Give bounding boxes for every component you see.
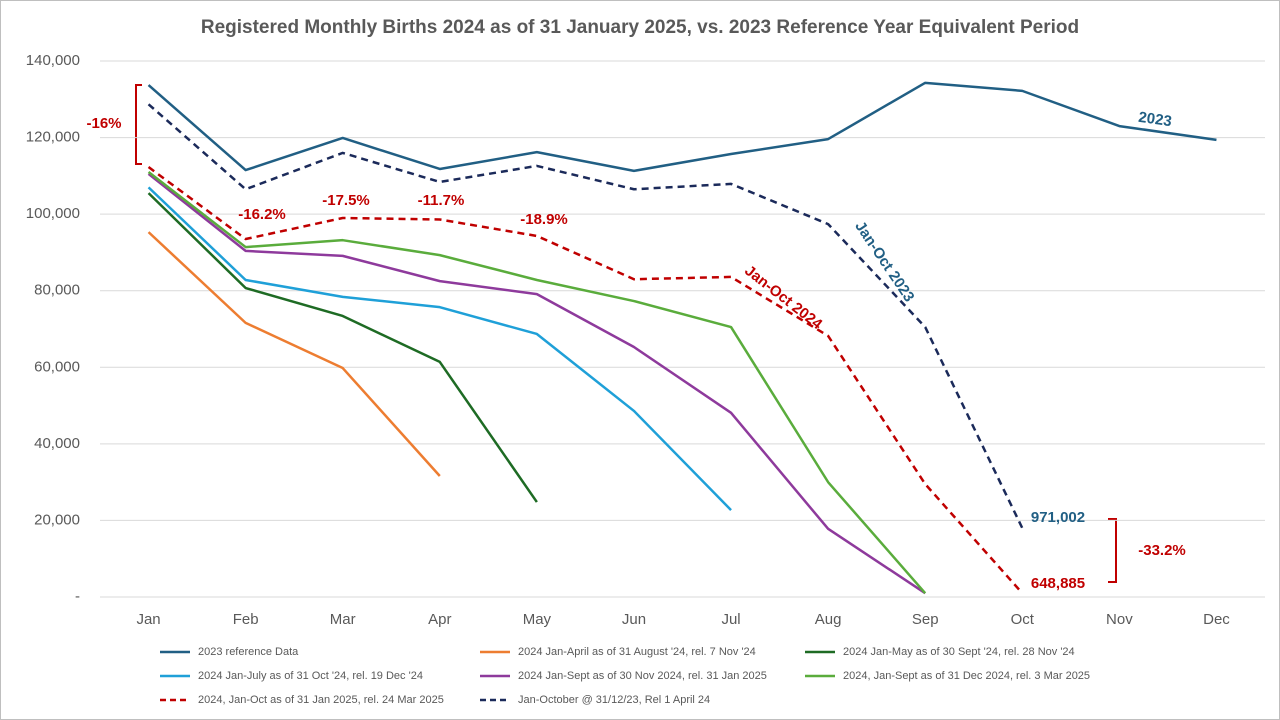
annotation: -17.5% bbox=[322, 192, 370, 209]
x-tick-label: Oct bbox=[1011, 611, 1035, 628]
legend-label: 2023 reference Data bbox=[198, 646, 299, 658]
y-tick-label: 80,000 bbox=[34, 282, 80, 299]
annotation: -11.7% bbox=[418, 192, 465, 209]
y-tick-label: 20,000 bbox=[34, 511, 80, 528]
y-tick-label: 100,000 bbox=[26, 205, 80, 222]
legend-label: 2024, Jan-Oct as of 31 Jan 2025, rel. 24… bbox=[198, 694, 444, 706]
x-tick-label: May bbox=[523, 611, 552, 628]
x-tick-label: Jan bbox=[136, 611, 160, 628]
x-tick-label: Apr bbox=[428, 611, 451, 628]
legend-label: Jan-October @ 31/12/23, Rel 1 April 24 bbox=[518, 694, 710, 706]
y-tick-label: 120,000 bbox=[26, 129, 80, 146]
legend: 2023 reference Data 2024 Jan-April as of … bbox=[160, 646, 1090, 706]
x-tick-label: Jul bbox=[721, 611, 740, 628]
x-tick-label: Aug bbox=[815, 611, 842, 628]
series-line bbox=[147, 171, 927, 594]
legend-label: 2024 Jan-July as of 31 Oct '24, rel. 19 … bbox=[198, 670, 423, 682]
y-tick-label: 140,000 bbox=[26, 52, 80, 69]
legend-label: 2024 Jan-April as of 31 August '24, rel.… bbox=[518, 646, 756, 658]
annotation: -16% bbox=[86, 115, 121, 132]
grid: - 20,000 40,000 60,000 80,000 100,000 120,000 1… bbox=[26, 52, 1265, 628]
legend-label: 2024, Jan-Sept as of 31 Dec 2024, rel. 3… bbox=[843, 670, 1090, 682]
series-line bbox=[147, 81, 1217, 173]
legend-label: 2024 Jan-Sept as of 30 Nov 2024, rel. 31… bbox=[518, 670, 767, 682]
y-tick-label: - bbox=[75, 588, 80, 605]
x-tick-label: Jun bbox=[622, 611, 646, 628]
x-tick-label: Nov bbox=[1106, 611, 1133, 628]
series-line bbox=[147, 103, 1024, 529]
chart-title: Registered Monthly Births 2024 as of 31 … bbox=[201, 17, 1079, 38]
series-line bbox=[147, 172, 926, 595]
annotation: -33.2% bbox=[1138, 542, 1186, 559]
x-tick-label: Dec bbox=[1203, 611, 1230, 628]
x-tick-label: Mar bbox=[330, 611, 356, 628]
annotation: -16.2% bbox=[238, 206, 286, 223]
x-tick-label: Feb bbox=[233, 611, 259, 628]
annotation: 2023 bbox=[1137, 109, 1172, 130]
y-tick-label: 40,000 bbox=[34, 435, 80, 452]
legend-label: 2024 Jan-May as of 30 Sept '24, rel. 28 … bbox=[843, 646, 1075, 658]
annotation: 971,002 bbox=[1031, 509, 1085, 526]
series-line bbox=[147, 231, 441, 477]
annotation: -18.9% bbox=[520, 211, 568, 228]
bracket bbox=[135, 84, 142, 165]
series-line bbox=[147, 192, 538, 503]
bracket bbox=[1108, 518, 1117, 583]
x-tick-label: Sep bbox=[912, 611, 939, 628]
series-line bbox=[147, 186, 732, 511]
series-line bbox=[147, 166, 1024, 595]
y-tick-label: 60,000 bbox=[34, 358, 80, 375]
annotation: 648,885 bbox=[1031, 575, 1085, 592]
